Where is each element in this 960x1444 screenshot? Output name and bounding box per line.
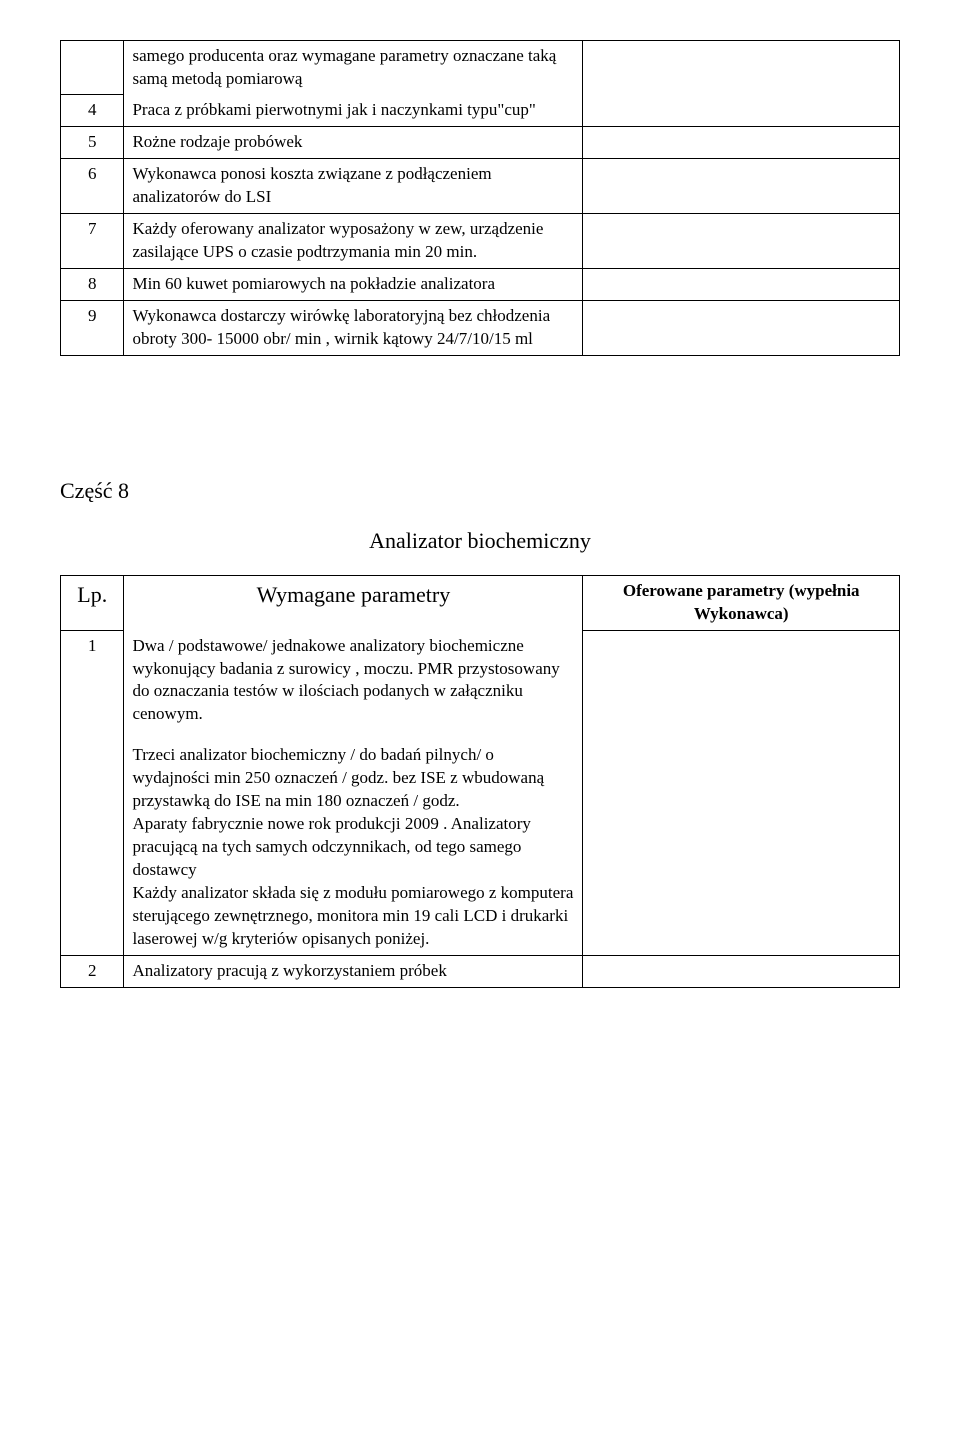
row-num: 7 <box>61 214 124 269</box>
row-num: 1 <box>61 631 124 956</box>
table-header-row: Lp. Wymagane parametry Oferowane paramet… <box>61 576 900 631</box>
section-subtitle: Analizator biochemiczny <box>60 526 900 556</box>
row-num: 8 <box>61 269 124 301</box>
row-desc: Każdy oferowany analizator wyposażony w … <box>124 214 583 269</box>
para: Dwa / podstawowe/ jednakowe analizatory … <box>132 635 574 727</box>
header-lp: Lp. <box>61 576 124 631</box>
header-mid: Wymagane parametry <box>124 576 583 631</box>
para: Aparaty fabrycznie nowe rok produkcji 20… <box>132 813 574 882</box>
row-desc: Wykonawca dostarczy wirówkę laboratoryjn… <box>124 300 583 355</box>
row-empty <box>583 300 900 355</box>
row-empty <box>583 214 900 269</box>
table-row: 9 Wykonawca dostarczy wirówkę laboratory… <box>61 300 900 355</box>
table-2: Lp. Wymagane parametry Oferowane paramet… <box>60 575 900 988</box>
row-num: 5 <box>61 127 124 159</box>
section-part-label: Część 8 <box>60 476 900 506</box>
row-empty <box>583 631 900 956</box>
para: Każdy analizator składa się z modułu pom… <box>132 882 574 951</box>
row-empty <box>583 127 900 159</box>
row-num: 6 <box>61 159 124 214</box>
row-desc: Min 60 kuwet pomiarowych na pokładzie an… <box>124 269 583 301</box>
table-row: 6 Wykonawca ponosi koszta związane z pod… <box>61 159 900 214</box>
table-1: samego producenta oraz wymagane parametr… <box>60 40 900 356</box>
table-row: 2 Analizatory pracują z wykorzystaniem p… <box>61 955 900 987</box>
row-empty <box>583 41 900 127</box>
row-desc: Praca z próbkami pierwotnymi jak i naczy… <box>124 95 583 127</box>
row-empty <box>583 955 900 987</box>
header-right: Oferowane parametry (wypełnia Wykonawca) <box>583 576 900 631</box>
table-row: samego producenta oraz wymagane parametr… <box>61 41 900 95</box>
row-desc: samego producenta oraz wymagane parametr… <box>124 41 583 95</box>
para: Trzeci analizator biochemiczny / do bada… <box>132 744 574 813</box>
table-row: 5 Rożne rodzaje probówek <box>61 127 900 159</box>
table-row: 8 Min 60 kuwet pomiarowych na pokładzie … <box>61 269 900 301</box>
row-num <box>61 41 124 95</box>
table-row: 1 Dwa / podstawowe/ jednakowe analizator… <box>61 631 900 956</box>
table-row: 7 Każdy oferowany analizator wyposażony … <box>61 214 900 269</box>
row-num: 4 <box>61 95 124 127</box>
row-empty <box>583 269 900 301</box>
row-num: 2 <box>61 955 124 987</box>
row-desc: Dwa / podstawowe/ jednakowe analizatory … <box>124 631 583 956</box>
row-desc: Rożne rodzaje probówek <box>124 127 583 159</box>
row-num: 9 <box>61 300 124 355</box>
row-desc: Wykonawca ponosi koszta związane z podłą… <box>124 159 583 214</box>
row-empty <box>583 159 900 214</box>
row-desc: Analizatory pracują z wykorzystaniem pró… <box>124 955 583 987</box>
